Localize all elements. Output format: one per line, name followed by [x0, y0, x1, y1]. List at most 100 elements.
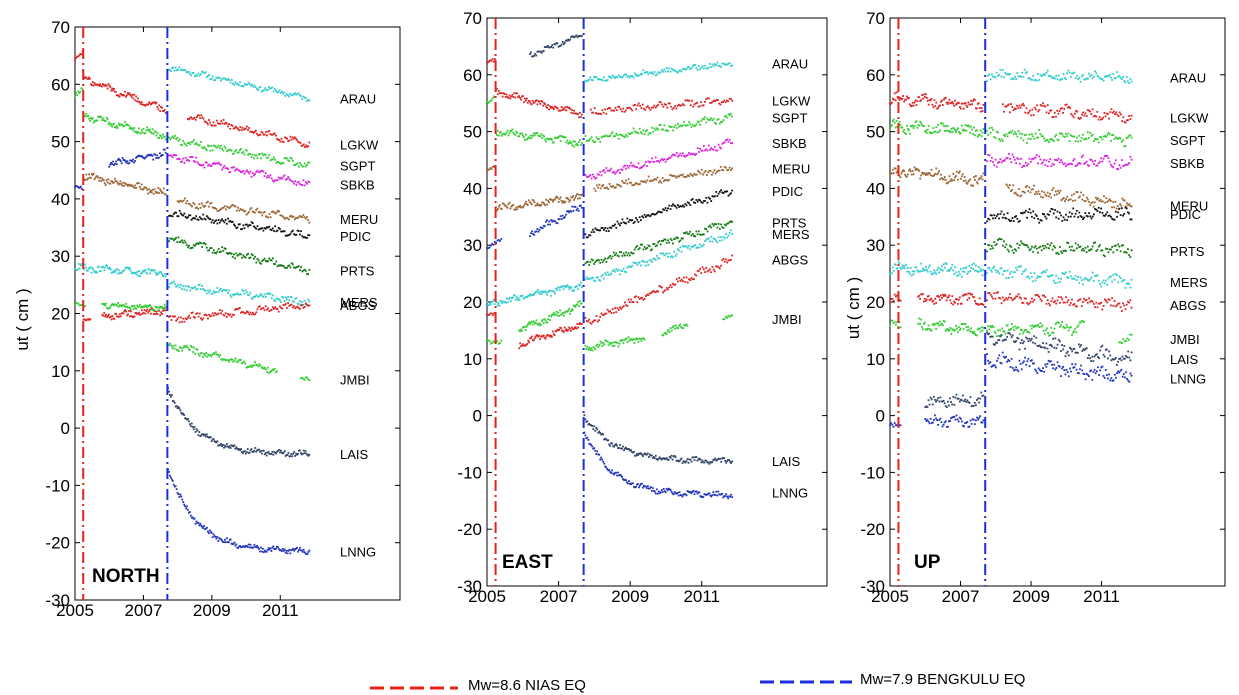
- data-point: [135, 95, 138, 98]
- data-point: [90, 84, 93, 87]
- data-point: [968, 103, 971, 106]
- data-point: [307, 378, 310, 381]
- data-point: [905, 132, 907, 135]
- data-point: [534, 321, 537, 324]
- data-point: [1003, 110, 1005, 113]
- data-point: [713, 459, 716, 461]
- data-point: [664, 491, 667, 494]
- data-point: [502, 202, 505, 205]
- data-point: [913, 101, 916, 104]
- data-point: [489, 59, 492, 62]
- data-point: [680, 494, 683, 497]
- data-point: [218, 309, 221, 311]
- data-point: [198, 164, 201, 166]
- data-point: [692, 456, 695, 459]
- data-point: [261, 547, 264, 550]
- data-point: [123, 304, 126, 307]
- data-point: [212, 352, 215, 355]
- data-point: [700, 119, 703, 122]
- data-point: [653, 71, 656, 73]
- data-point: [184, 69, 187, 71]
- data-point: [273, 547, 276, 550]
- data-point: [587, 438, 590, 441]
- data-point: [127, 93, 130, 95]
- data-point: [277, 226, 280, 229]
- data-point: [637, 221, 640, 223]
- data-point: [266, 226, 268, 229]
- data-point: [184, 241, 187, 244]
- data-point: [998, 161, 1001, 163]
- data-point: [109, 268, 112, 271]
- data-point: [140, 154, 143, 157]
- data-point: [147, 304, 150, 307]
- data-point: [652, 243, 655, 246]
- data-point: [211, 536, 214, 539]
- data-point: [627, 265, 630, 267]
- data-point: [604, 312, 607, 315]
- data-point: [625, 167, 628, 170]
- data-point: [528, 137, 531, 139]
- data-point: [201, 218, 203, 221]
- data-point: [525, 203, 528, 206]
- data-point: [243, 172, 246, 175]
- data-point: [947, 130, 950, 133]
- data-point: [562, 314, 565, 317]
- data-point: [632, 301, 635, 303]
- data-point: [953, 104, 956, 107]
- data-point: [178, 66, 181, 69]
- data-point: [560, 106, 563, 108]
- data-point: [156, 132, 159, 135]
- data-point: [164, 193, 167, 196]
- data-point: [695, 173, 698, 176]
- data-point: [569, 312, 571, 315]
- data-point: [488, 302, 491, 304]
- data-point: [620, 474, 622, 477]
- data-point: [718, 65, 721, 67]
- data-point: [630, 449, 632, 452]
- data-point: [160, 154, 163, 156]
- data-point: [678, 175, 680, 178]
- data-point: [932, 127, 935, 130]
- data-point: [569, 286, 572, 288]
- data-point: [183, 320, 186, 323]
- data-point: [691, 123, 694, 126]
- data-point: [159, 110, 162, 112]
- data-point: [259, 450, 261, 453]
- data-point: [102, 266, 105, 268]
- data-point: [297, 180, 300, 183]
- data-point: [302, 449, 305, 452]
- data-point: [106, 316, 108, 318]
- data-point: [916, 126, 919, 129]
- data-point: [119, 315, 122, 318]
- data-point: [675, 324, 677, 327]
- data-point: [1122, 139, 1124, 142]
- data-point: [212, 144, 215, 147]
- data-point: [157, 273, 160, 275]
- data-point: [227, 313, 229, 315]
- data-point: [589, 277, 592, 280]
- data-point: [212, 79, 215, 82]
- data-point: [924, 93, 927, 95]
- data-point: [1033, 157, 1036, 160]
- data-point: [237, 546, 240, 549]
- data-point: [533, 294, 535, 296]
- data-point: [132, 97, 135, 100]
- data-point: [551, 200, 554, 203]
- data-point: [725, 258, 727, 261]
- data-point: [597, 431, 600, 434]
- data-point: [183, 69, 185, 71]
- data-point: [214, 535, 217, 538]
- data-point: [126, 306, 129, 308]
- data-point: [207, 164, 209, 167]
- data-point: [622, 267, 625, 270]
- data-point: [555, 287, 557, 290]
- data-point: [677, 327, 679, 330]
- data-point: [504, 301, 507, 304]
- data-point: [651, 248, 653, 251]
- data-point: [533, 322, 536, 325]
- data-point: [201, 318, 203, 321]
- data-point: [208, 249, 211, 252]
- data-point: [727, 259, 730, 262]
- data-point: [677, 204, 679, 206]
